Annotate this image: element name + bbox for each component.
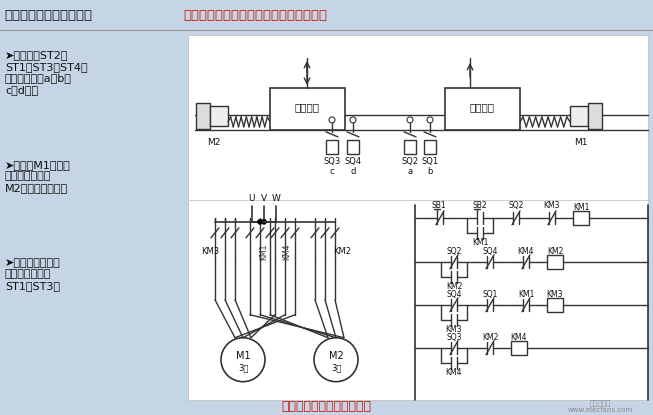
Text: ➤动力头１和２在
原位时分别压下
ST1和ST3。: ➤动力头１和２在 原位时分别压下 ST1和ST3。 [5, 258, 61, 291]
Text: KM1: KM1 [573, 203, 589, 212]
Text: 动力头１: 动力头１ [470, 102, 494, 112]
Bar [424, 140, 436, 154]
Text: V: V [261, 194, 267, 203]
Text: SB2: SB2 [473, 201, 487, 210]
Text: 3～: 3～ [238, 363, 248, 372]
Text: KM1: KM1 [472, 238, 488, 247]
Text: KM2: KM2 [333, 247, 351, 256]
Text: KM1: KM1 [259, 244, 268, 260]
Bar [196, 103, 210, 129]
Text: U: U [249, 194, 255, 203]
Text: b: b [427, 167, 433, 176]
Text: KM4: KM4 [283, 244, 291, 260]
Text: ➤电动机M1带动动
力头１，电动机
M2带动动力头２。: ➤电动机M1带动动 力头１，电动机 M2带动动力头２。 [5, 160, 71, 193]
Text: SQ1: SQ1 [483, 290, 498, 299]
Bar [188, 200, 648, 400]
Bar [547, 255, 563, 269]
Text: M2: M2 [328, 351, 343, 361]
Text: KM2: KM2 [482, 333, 498, 342]
Circle shape [329, 117, 335, 123]
Bar [511, 341, 527, 355]
Text: KM4: KM4 [518, 247, 534, 256]
Text: SQ3: SQ3 [323, 157, 341, 166]
Bar [573, 211, 589, 225]
Text: c: c [330, 167, 334, 176]
Text: 动力头２: 动力头２ [295, 102, 319, 112]
Bar [326, 140, 338, 154]
Bar [445, 88, 520, 130]
Text: KM4: KM4 [446, 368, 462, 377]
Text: KM2: KM2 [547, 247, 563, 256]
Circle shape [221, 338, 265, 382]
Text: 电子发烧友: 电子发烧友 [590, 399, 611, 406]
Text: SB1: SB1 [432, 201, 446, 210]
Text: SQ4: SQ4 [483, 247, 498, 256]
Text: KM1: KM1 [518, 290, 534, 299]
Text: 双动力头自动循环控制电路: 双动力头自动循环控制电路 [281, 400, 371, 413]
Text: ➤行程开关ST2、
ST1、ST3、ST4分
别装在床身的a、b、
c、d处。: ➤行程开关ST2、 ST1、ST3、ST4分 别装在床身的a、b、 c、d处。 [5, 50, 88, 95]
Circle shape [261, 219, 266, 225]
Bar [188, 35, 648, 205]
Text: SQ2: SQ2 [402, 157, 419, 166]
Text: KM3: KM3 [201, 247, 219, 256]
Text: SQ4: SQ4 [344, 157, 362, 166]
Text: KM3: KM3 [446, 325, 462, 334]
Circle shape [407, 117, 413, 123]
Text: d: d [350, 167, 356, 176]
Bar [547, 298, 563, 312]
Text: 3～: 3～ [331, 363, 341, 372]
Text: KM4: KM4 [511, 333, 527, 342]
Circle shape [314, 338, 358, 382]
Circle shape [257, 219, 263, 225]
Text: KM3: KM3 [544, 201, 560, 210]
Text: a: a [407, 167, 413, 176]
Text: KM2: KM2 [446, 282, 462, 291]
Bar [210, 106, 228, 126]
Bar [588, 103, 602, 129]
Text: M2: M2 [207, 138, 221, 147]
Text: www.elecfans.com: www.elecfans.com [567, 407, 633, 413]
Circle shape [350, 117, 356, 123]
Bar [270, 88, 345, 130]
Text: SQ2: SQ2 [508, 201, 524, 210]
Text: W: W [272, 194, 280, 203]
Text: M1: M1 [574, 138, 588, 147]
Bar [570, 106, 588, 126]
Text: M1: M1 [236, 351, 250, 361]
Text: SQ1: SQ1 [421, 157, 439, 166]
Bar [404, 140, 416, 154]
Text: SQ2: SQ2 [446, 247, 462, 256]
Text: KM3: KM3 [547, 290, 564, 299]
Circle shape [427, 117, 433, 123]
Text: SQ4: SQ4 [446, 290, 462, 299]
Bar [347, 140, 359, 154]
Text: 动力头的自动循环控制：: 动力头的自动循环控制： [4, 10, 92, 22]
Text: 行程开关按行程实现动力头的往复运动。: 行程开关按行程实现动力头的往复运动。 [183, 10, 327, 22]
Text: SQ3: SQ3 [446, 333, 462, 342]
